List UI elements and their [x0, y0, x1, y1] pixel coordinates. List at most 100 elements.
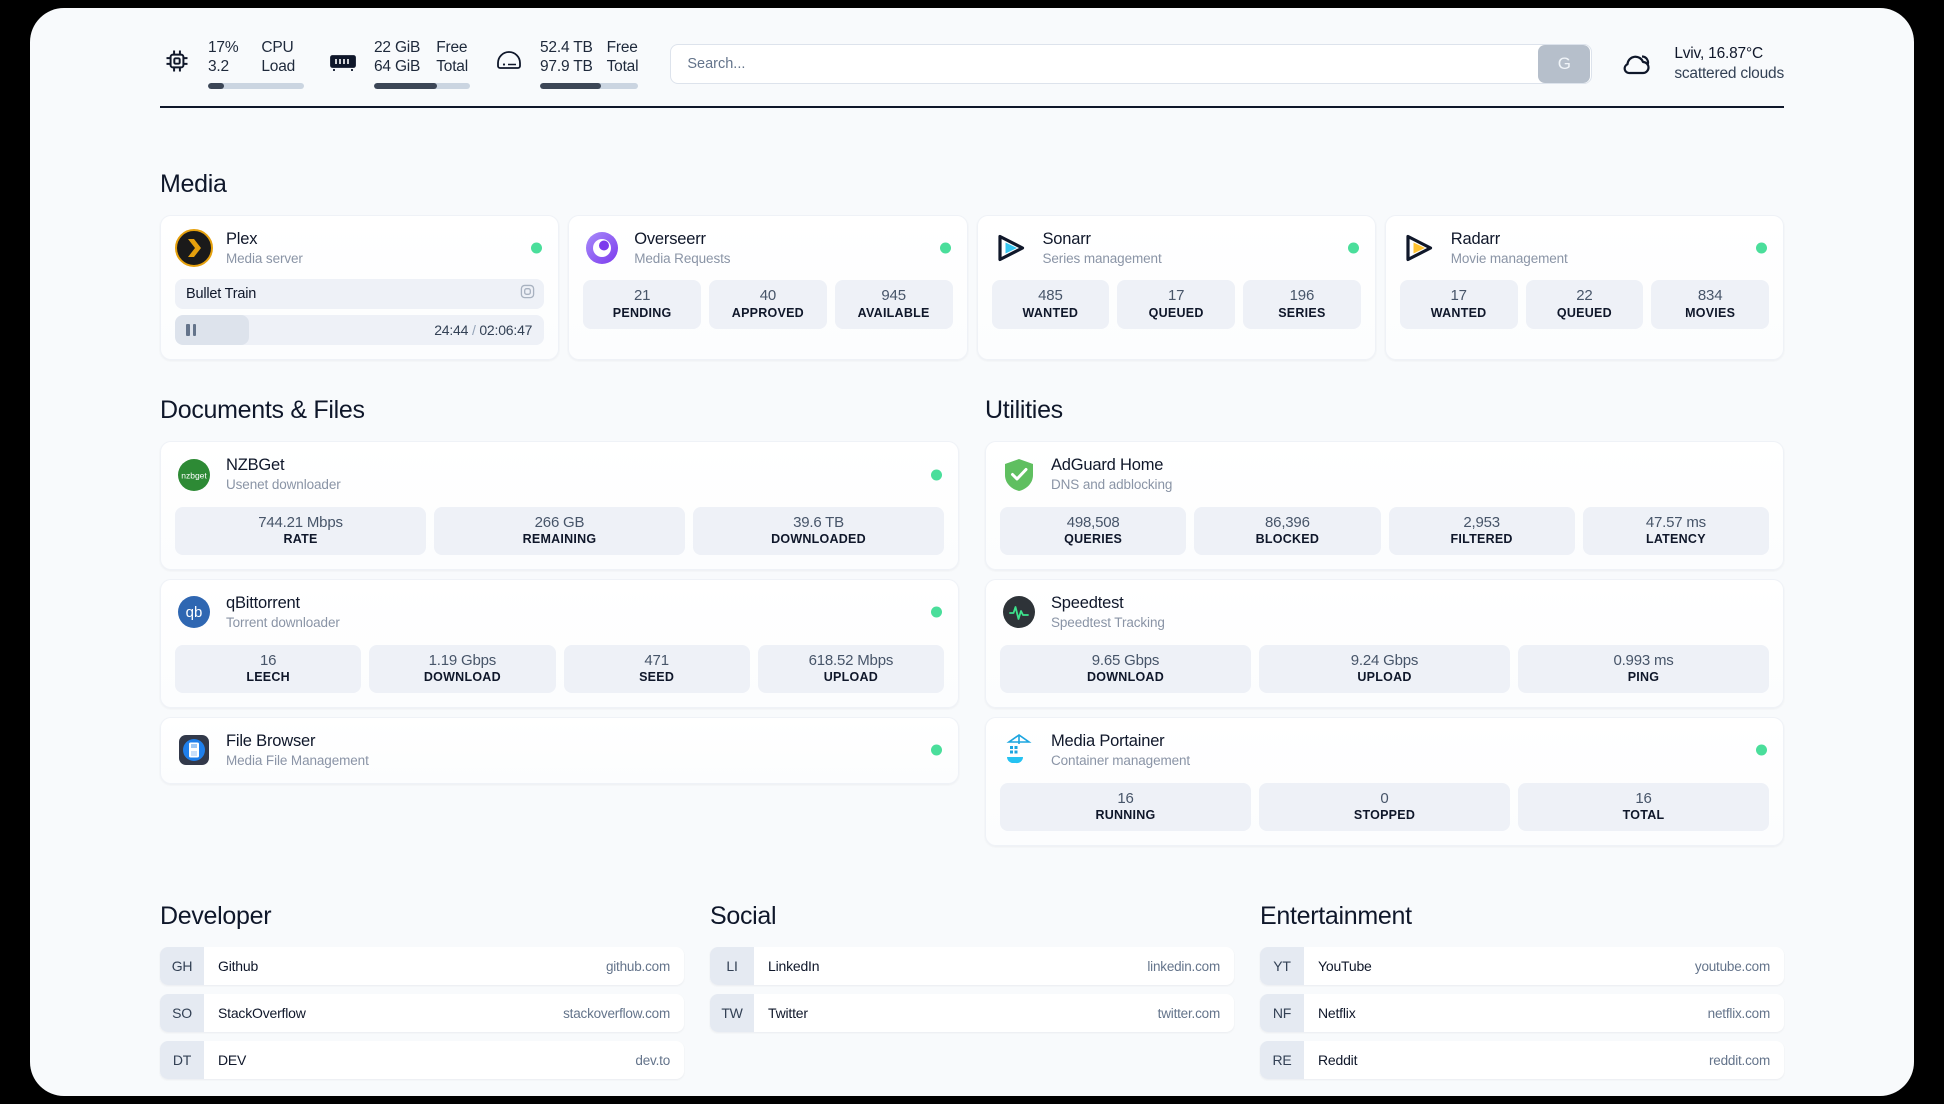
stat-value: 498,508	[1066, 513, 1120, 531]
disk-free: 52.4 TB	[540, 39, 593, 56]
bookmark-name: LinkedIn	[768, 958, 820, 975]
bookmark-abbr: SO	[160, 994, 204, 1033]
service-card-radarr[interactable]: Radarr Movie management 17 WANTED 22 QUE…	[1384, 215, 1784, 361]
stat-value: 17	[1167, 287, 1185, 305]
service-desc: Series management	[1042, 251, 1162, 267]
stat-value: 21	[633, 287, 651, 305]
service-card-plex[interactable]: Plex Media server Bullet Train	[160, 215, 560, 361]
playback-progress-bar[interactable]: 24:44 / 02:06:47	[175, 315, 545, 346]
service-desc: Container management	[1051, 753, 1191, 769]
cast-icon[interactable]	[520, 284, 535, 304]
stat-chip: 266 GB REMAINING	[434, 506, 685, 556]
service-card-file-browser[interactable]: File Browser Media File Management	[160, 717, 959, 784]
stat-chip: 40 APPROVED	[709, 280, 827, 329]
stat-label: FILTERED	[1450, 532, 1513, 547]
bookmark-link[interactable]: TW Twitter twitter.com	[710, 994, 1234, 1033]
bookmark-url: reddit.com	[1708, 1052, 1770, 1068]
now-playing-row[interactable]: Bullet Train	[175, 279, 545, 310]
stat-chip: 47.57 ms LATENCY	[1582, 506, 1769, 556]
stat-label: STOPPED	[1353, 807, 1416, 822]
stat-label: WANTED	[1430, 305, 1487, 320]
stat-label: DOWNLOAD	[1087, 669, 1164, 684]
status-badge	[1756, 242, 1767, 254]
stat-label: BLOCKED	[1255, 532, 1320, 547]
bookmark-link[interactable]: RE Reddit reddit.com	[1260, 1041, 1784, 1080]
bookmark-url: linkedin.com	[1147, 958, 1220, 974]
stat-value: 16	[1117, 789, 1134, 807]
bookmark-link[interactable]: DT DEV dev.to	[160, 1041, 684, 1080]
service-card-adguard-home[interactable]: AdGuard Home DNS and adblocking 498,508 …	[985, 441, 1784, 571]
search-input[interactable]	[671, 45, 1539, 83]
pause-icon[interactable]	[186, 324, 196, 337]
stat-chip: 16 TOTAL	[1518, 782, 1769, 832]
stat-chip: 9.24 Gbps UPLOAD	[1259, 644, 1510, 694]
stat-value: 471	[644, 651, 669, 669]
weather-condition: scattered clouds	[1674, 65, 1784, 82]
search-engine-button[interactable]: G	[1538, 45, 1591, 83]
stat-label: LEECH	[246, 669, 290, 684]
stat-value: 16	[259, 651, 277, 669]
service-name: Overseerr	[634, 230, 706, 248]
bookmark-abbr: TW	[710, 994, 754, 1033]
search-bar[interactable]: G	[670, 44, 1593, 84]
bookmark-abbr: YT	[1260, 947, 1304, 986]
ram-total: 64 GiB	[374, 58, 421, 75]
header-divider	[160, 106, 1784, 108]
section-documents: Documents & Files nzbget NZBGet Usenet d…	[160, 396, 959, 846]
media-card-grid: Plex Media server Bullet Train	[160, 215, 1784, 361]
stat-value: 16	[1635, 789, 1652, 807]
bookmark-abbr: GH	[160, 947, 204, 986]
bookmark-link[interactable]: YT YouTube youtube.com	[1260, 947, 1784, 986]
stat-chip: 1.19 Gbps DOWNLOAD	[369, 644, 556, 694]
cpu-load: 3.2	[208, 58, 229, 75]
radarr-icon	[1400, 229, 1438, 267]
status-badge	[931, 469, 942, 481]
stat-label: QUEUED	[1148, 305, 1204, 320]
service-card-sonarr[interactable]: Sonarr Series management 485 WANTED 17 Q…	[976, 215, 1376, 361]
service-card-overseerr[interactable]: Overseerr Media Requests 21 PENDING 40 A…	[568, 215, 968, 361]
status-badge	[1756, 744, 1767, 756]
stat-value: 9.65 Gbps	[1091, 651, 1160, 669]
service-name: Speedtest	[1051, 594, 1124, 613]
bookmark-name: Reddit	[1318, 1052, 1358, 1069]
stat-chip: 17 QUEUED	[1117, 280, 1235, 329]
bookmark-link[interactable]: GH Github github.com	[160, 947, 684, 986]
bookmark-link[interactable]: LI LinkedIn linkedin.com	[710, 947, 1234, 986]
service-card-qbittorrent[interactable]: qb qBittorrent Torrent downloader 16 LEE…	[160, 579, 959, 709]
stat-value: 86,396	[1265, 513, 1310, 531]
cpu-usage-bar	[208, 83, 304, 89]
service-card-media-portainer[interactable]: Media Portainer Container management 16 …	[985, 717, 1784, 847]
service-name: NZBGet	[226, 456, 285, 475]
stat-value: 22	[1576, 287, 1593, 305]
speedtest-icon	[1000, 593, 1038, 631]
stat-label: RUNNING	[1095, 807, 1156, 822]
ram-label-2: Total	[436, 58, 468, 75]
service-name: AdGuard Home	[1051, 456, 1164, 475]
stat-label: TOTAL	[1622, 807, 1665, 822]
system-stat-cpu: 17% CPU 3.2 Load	[160, 39, 304, 89]
stat-value: 9.24 Gbps	[1350, 651, 1419, 669]
bookmark-name: Netflix	[1318, 1005, 1356, 1022]
cpu-icon	[160, 44, 194, 78]
service-name: Plex	[226, 230, 258, 248]
service-desc: Media File Management	[226, 753, 369, 769]
ram-usage-bar	[374, 83, 470, 89]
service-desc: Usenet downloader	[226, 477, 341, 493]
stat-chip: 0.993 ms PING	[1518, 644, 1769, 694]
bookmark-link[interactable]: SO StackOverflow stackoverflow.com	[160, 994, 684, 1033]
service-card-speedtest[interactable]: Speedtest Speedtest Tracking 9.65 Gbps D…	[985, 579, 1784, 709]
stat-label: AVAILABLE	[857, 305, 930, 320]
bookmark-abbr: RE	[1260, 1041, 1304, 1080]
stat-chip: 9.65 Gbps DOWNLOAD	[1000, 644, 1251, 694]
stat-label: DOWNLOAD	[423, 669, 501, 684]
cpu-label-1: CPU	[261, 39, 294, 56]
stat-value: 17	[1450, 287, 1467, 305]
bookmark-abbr: DT	[160, 1041, 204, 1080]
bookmark-link[interactable]: NF Netflix netflix.com	[1260, 994, 1784, 1033]
stat-chip: 86,396 BLOCKED	[1194, 506, 1381, 556]
service-card-nzbget[interactable]: nzbget NZBGet Usenet downloader 744.21 M…	[160, 441, 959, 571]
stat-value: 266 GB	[534, 513, 585, 531]
bookmark-group-social: Social LI LinkedIn linkedin.com TW Twitt…	[710, 902, 1234, 1079]
section-title-utilities: Utilities	[985, 396, 1063, 425]
ram-icon	[326, 44, 360, 78]
